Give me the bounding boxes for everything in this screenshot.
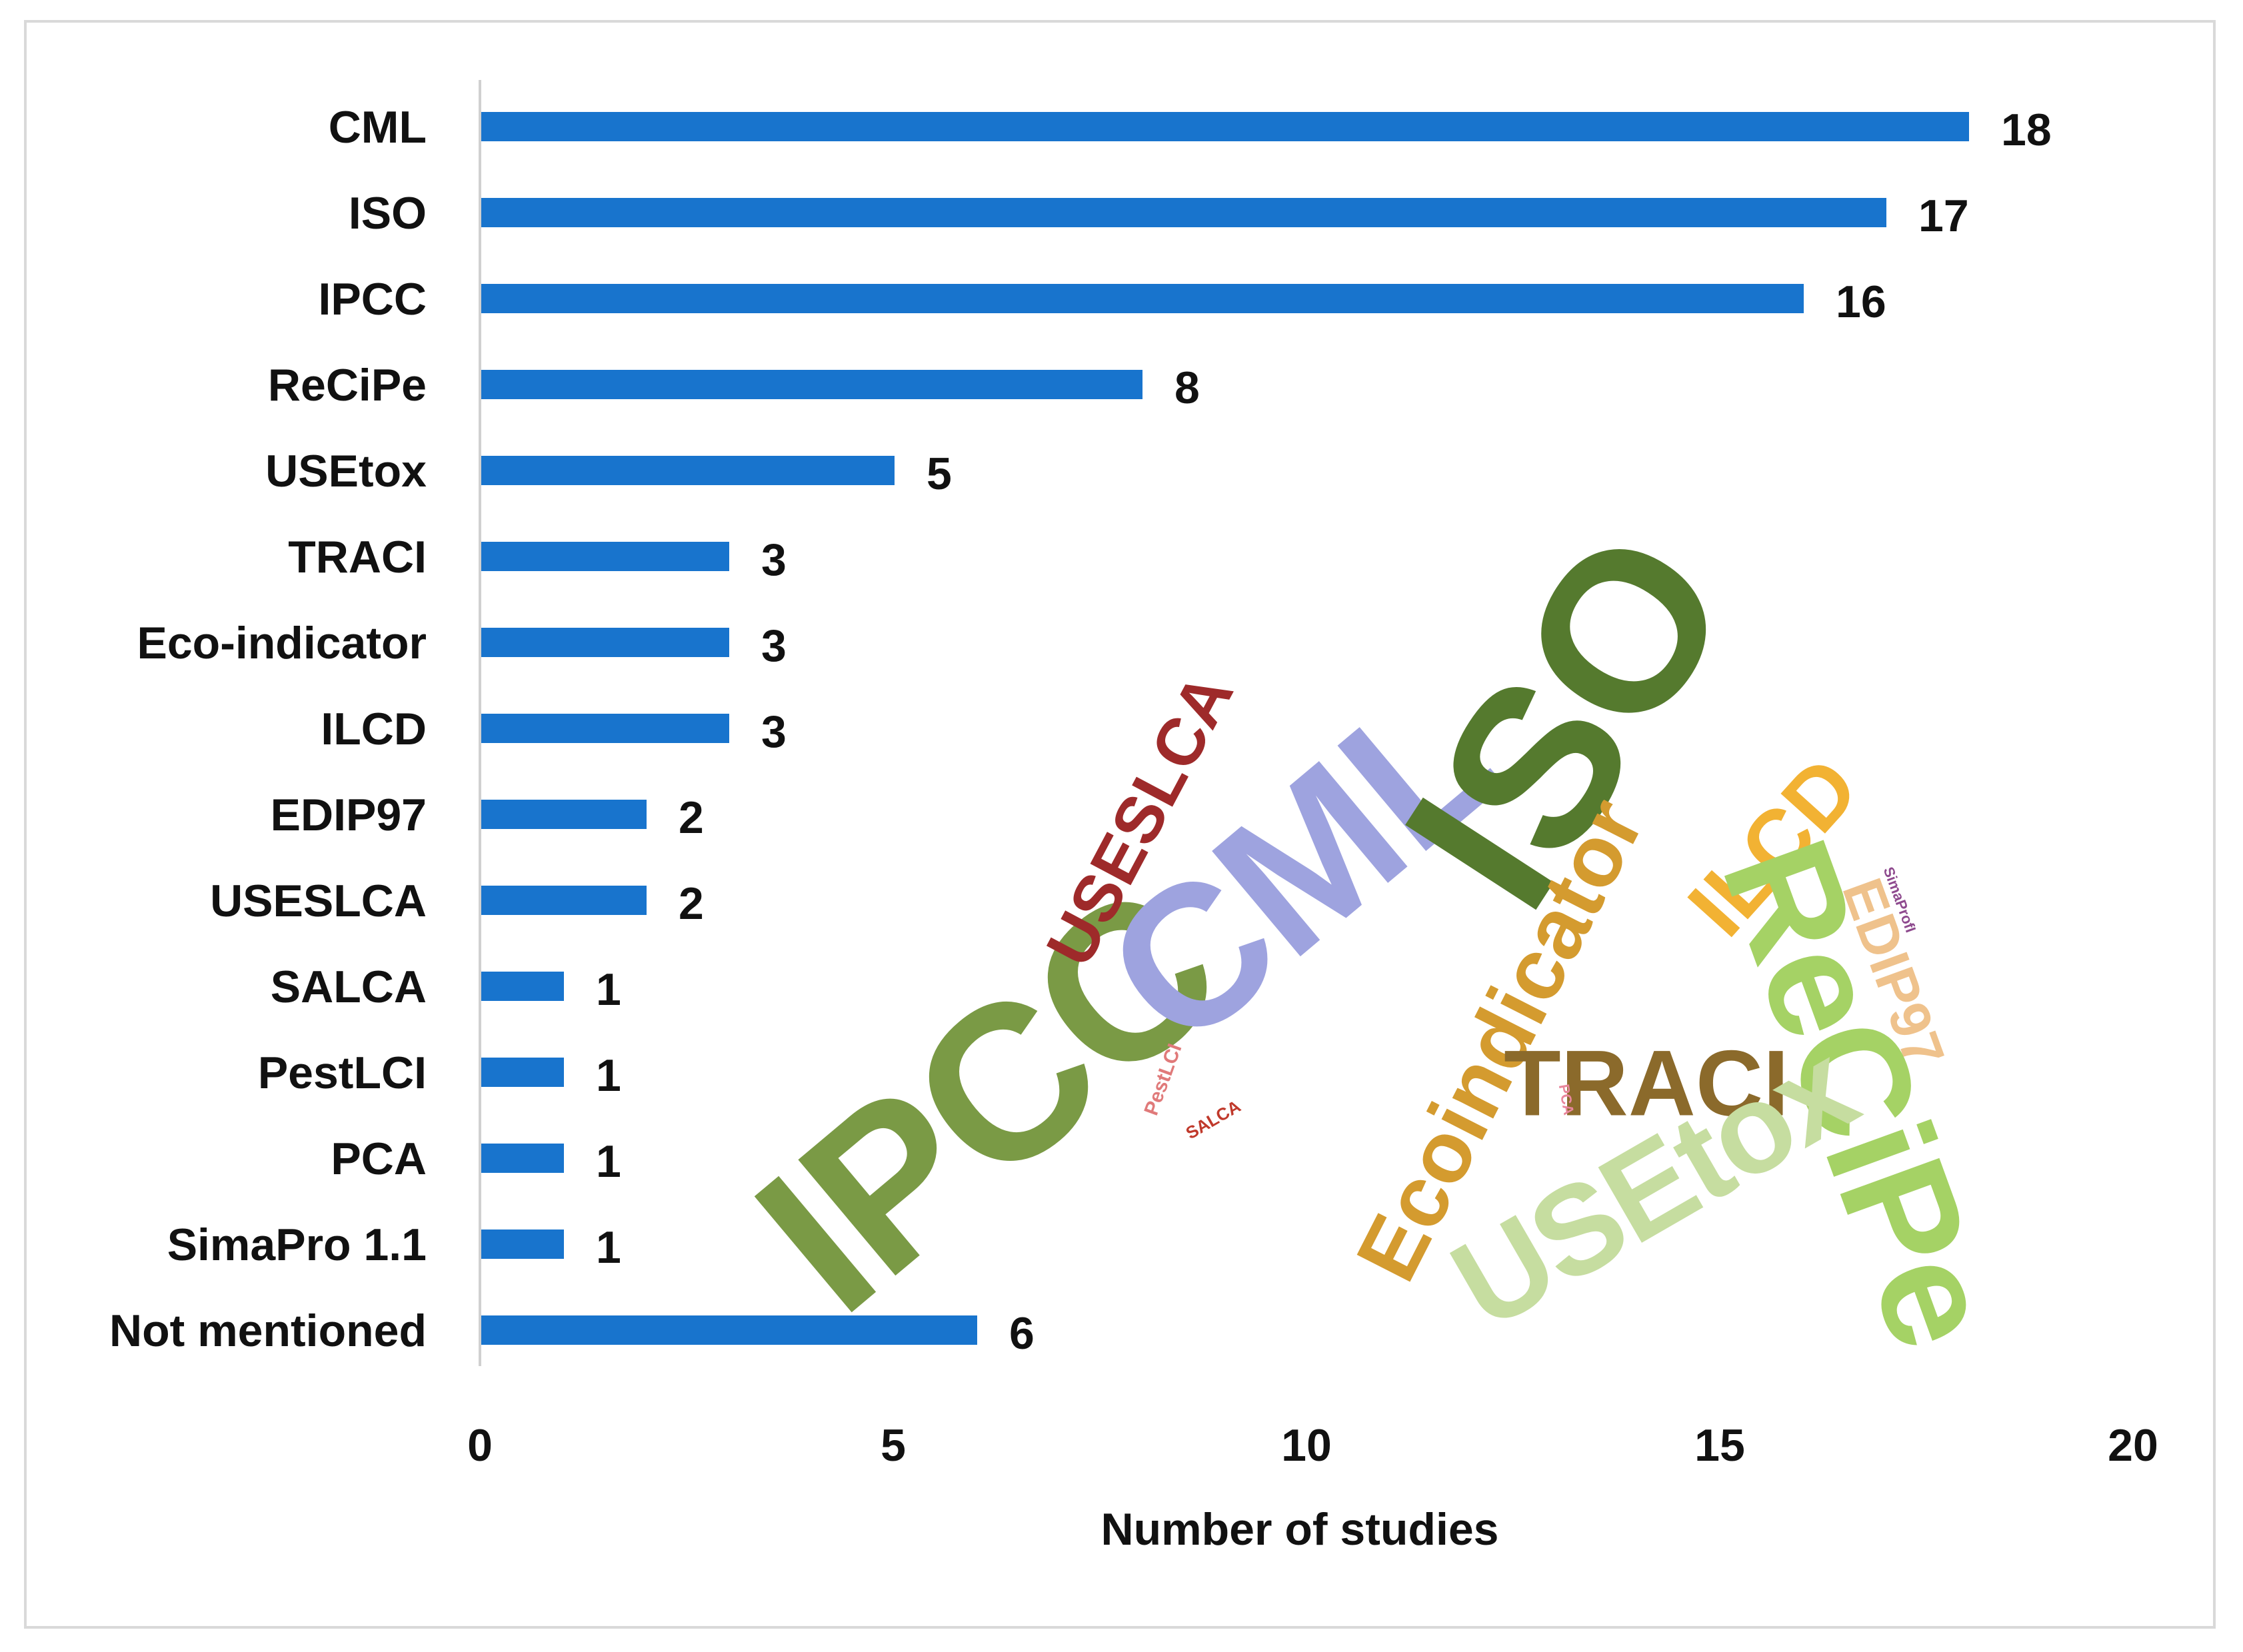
category-label-1: ISO [349,188,427,239]
value-label-7: 3 [761,706,787,757]
value-label-0: 18 [2001,105,2052,155]
bar-11 [481,1058,564,1087]
bar-3 [481,370,1142,399]
category-label-12: PCA [331,1134,427,1184]
value-label-2: 16 [1836,277,1886,327]
category-label-3: ReCiPe [268,360,427,411]
x-tick-0: 0 [467,1420,493,1471]
x-tick-2: 10 [1281,1420,1332,1471]
category-label-7: ILCD [321,704,427,754]
word-cloud-word-9: TRACI [1504,1031,1789,1136]
bar-8 [481,800,647,829]
category-label-5: TRACI [288,532,427,582]
category-label-9: USESLCA [210,876,427,926]
category-label-2: IPCC [319,274,427,325]
value-label-6: 3 [761,620,787,671]
value-label-8: 2 [679,792,704,843]
bar-9 [481,886,647,915]
bar-12 [481,1144,564,1173]
bar-4 [481,456,895,485]
category-label-13: SimaPro 1.1 [167,1220,427,1270]
category-labels: CML ISO IPCC ReCiPe USEtox TRACI Eco-indicator… [109,102,427,1356]
category-label-10: SALCA [271,962,427,1012]
value-label-11: 1 [596,1050,621,1101]
category-label-4: USEtox [265,446,427,496]
value-label-12: 1 [596,1136,621,1187]
value-label-13: 1 [596,1222,621,1273]
bar-7 [481,714,729,743]
category-label-11: PestLCI [258,1048,427,1098]
bars-group [481,112,1969,1345]
bar-13 [481,1230,564,1259]
bar-5 [481,542,729,571]
value-label-3: 8 [1174,363,1200,413]
bar-0 [481,112,1969,141]
bar-2 [481,284,1804,313]
word-cloud-word-12: SALCA [1182,1096,1244,1144]
bar-10 [481,972,564,1001]
category-label-8: EDIP97 [271,790,427,840]
category-label-6: Eco-indicator [137,618,427,668]
x-axis-label: Number of studies [1101,1504,1499,1555]
value-label-4: 5 [927,448,952,499]
value-label-5: 3 [761,534,787,585]
bar-1 [481,198,1886,227]
x-tick-labels: 0 5 10 15 20 [467,1420,2158,1471]
value-label-1: 17 [1918,191,1969,241]
category-label-14: Not mentioned [109,1305,427,1356]
value-label-10: 1 [596,964,621,1015]
category-label-0: CML [329,102,427,153]
bar-14 [481,1315,977,1345]
bar-6 [481,628,729,657]
x-tick-4: 20 [2108,1420,2158,1471]
x-tick-1: 5 [881,1420,906,1471]
value-label-9: 2 [679,878,704,929]
x-tick-3: 15 [1694,1420,1745,1471]
value-label-14: 6 [1009,1308,1035,1359]
